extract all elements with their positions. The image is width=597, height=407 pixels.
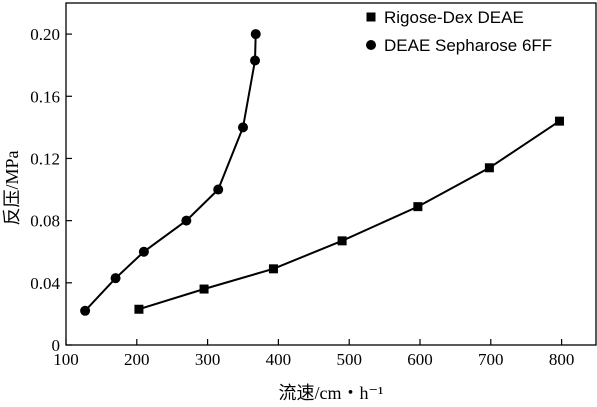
legend-label: Rigose-Dex DEAE	[384, 8, 524, 27]
legend-marker-square	[366, 12, 376, 22]
x-tick-label: 300	[195, 350, 221, 369]
data-point-circle	[213, 184, 224, 195]
x-tick-label: 600	[407, 350, 433, 369]
x-tick-label: 200	[124, 350, 150, 369]
data-point-circle	[80, 305, 91, 316]
series-line	[84, 34, 257, 312]
y-tick-label: 0.12	[30, 149, 60, 168]
y-tick-label: 0.04	[30, 274, 60, 293]
data-point-circle	[250, 55, 261, 66]
series-1	[134, 116, 564, 314]
data-point-square	[413, 202, 423, 212]
y-axis-title: 反压/MPa	[2, 150, 22, 225]
data-point-square	[337, 236, 347, 246]
x-tick-label: 400	[266, 350, 292, 369]
legend-entry: DEAE Sepharose 6FF	[366, 36, 552, 55]
data-point-square	[484, 163, 494, 173]
data-point-circle	[238, 122, 248, 133]
x-tick-label: 500	[336, 350, 362, 369]
data-point-circle	[181, 215, 192, 226]
data-point-circle	[250, 29, 261, 40]
series-2	[80, 29, 261, 316]
data-point-circle	[138, 246, 149, 257]
plot-frame	[65, 2, 597, 346]
data-point-circle	[110, 273, 121, 284]
y-tick-label: 0.16	[30, 87, 60, 106]
series-line	[138, 120, 561, 311]
x-tick-label: 100	[53, 350, 79, 369]
x-axis-title: 流速/cm・h⁻¹	[279, 383, 384, 403]
legend-label: DEAE Sepharose 6FF	[384, 36, 552, 55]
data-point-square	[268, 264, 278, 274]
legend-entry: Rigose-Dex DEAE	[366, 8, 524, 27]
data-point-square	[199, 284, 209, 294]
y-tick-label: 0	[52, 336, 61, 355]
data-point-square	[554, 116, 564, 126]
x-tick-label: 800	[549, 350, 575, 369]
y-tick-label: 0.20	[30, 25, 60, 44]
data-point-square	[134, 304, 144, 314]
y-tick-label: 0.08	[30, 212, 60, 231]
legend-marker-circle	[366, 40, 376, 50]
x-tick-label: 700	[478, 350, 504, 369]
